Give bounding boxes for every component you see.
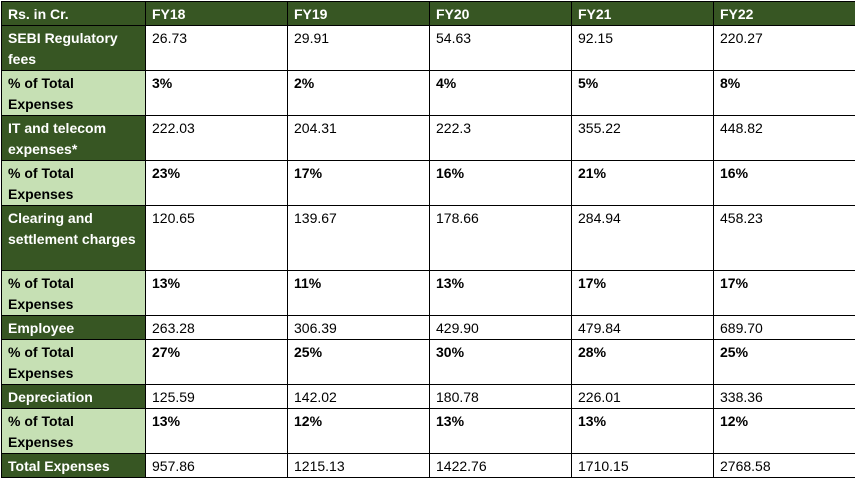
- header-fy22: FY22: [714, 2, 855, 26]
- table-cell: 25%: [714, 340, 855, 385]
- table-cell: 284.94: [572, 206, 714, 271]
- table-cell: 2768.58: [714, 454, 855, 478]
- table-cell: 92.15: [572, 26, 714, 71]
- table-cell: 25%: [288, 340, 430, 385]
- table-cell: 222.03: [146, 116, 288, 161]
- table-cell: 178.66: [430, 206, 572, 271]
- table-cell: 125.59: [146, 385, 288, 409]
- table-cell: 8%: [714, 71, 855, 116]
- table-row: Depreciation 125.59 142.02 180.78 226.01…: [2, 385, 855, 409]
- table-cell: 142.02: [288, 385, 430, 409]
- table-cell: 180.78: [430, 385, 572, 409]
- table-cell: 13%: [572, 409, 714, 454]
- table-cell: 1422.76: [430, 454, 572, 478]
- table-cell: 16%: [714, 161, 855, 206]
- row-label: Total Expenses: [2, 454, 146, 478]
- table-cell: 12%: [288, 409, 430, 454]
- table-cell: 27%: [146, 340, 288, 385]
- table-row: % of Total Expenses 27% 25% 30% 28% 25%: [2, 340, 855, 385]
- table-cell: 479.84: [572, 316, 714, 340]
- table-cell: 30%: [430, 340, 572, 385]
- row-label: % of Total Expenses: [2, 71, 146, 116]
- table-cell: 139.67: [288, 206, 430, 271]
- header-unit: Rs. in Cr.: [2, 2, 146, 26]
- table-cell: 355.22: [572, 116, 714, 161]
- row-label: % of Total Expenses: [2, 409, 146, 454]
- table-cell: 689.70: [714, 316, 855, 340]
- table-row: % of Total Expenses 13% 12% 13% 13% 12%: [2, 409, 855, 454]
- row-label: % of Total Expenses: [2, 340, 146, 385]
- table-cell: 448.82: [714, 116, 855, 161]
- row-label: SEBI Regulatory fees: [2, 26, 146, 71]
- header-fy21: FY21: [572, 2, 714, 26]
- table-cell: 226.01: [572, 385, 714, 409]
- table-row: % of Total Expenses 23% 17% 16% 21% 16%: [2, 161, 855, 206]
- table-cell: 17%: [572, 271, 714, 316]
- table-cell: 120.65: [146, 206, 288, 271]
- table-cell: 263.28: [146, 316, 288, 340]
- table-row: % of Total Expenses 3% 2% 4% 5% 8%: [2, 71, 855, 116]
- table-cell: 5%: [572, 71, 714, 116]
- table-cell: 23%: [146, 161, 288, 206]
- table-cell: 306.39: [288, 316, 430, 340]
- table-cell: 338.36: [714, 385, 855, 409]
- header-fy20: FY20: [430, 2, 572, 26]
- table-cell: 1215.13: [288, 454, 430, 478]
- table-cell: 458.23: [714, 206, 855, 271]
- table-cell: 11%: [288, 271, 430, 316]
- row-label: Clearing and settlement charges: [2, 206, 146, 271]
- table-cell: 26.73: [146, 26, 288, 71]
- header-fy19: FY19: [288, 2, 430, 26]
- table-cell: 204.31: [288, 116, 430, 161]
- table-row: Total Expenses 957.86 1215.13 1422.76 17…: [2, 454, 855, 478]
- table-cell: 54.63: [430, 26, 572, 71]
- table-cell: 2%: [288, 71, 430, 116]
- header-row: Rs. in Cr. FY18 FY19 FY20 FY21 FY22: [2, 2, 855, 26]
- row-label: % of Total Expenses: [2, 161, 146, 206]
- table-cell: 1710.15: [572, 454, 714, 478]
- table-cell: 957.86: [146, 454, 288, 478]
- row-label: % of Total Expenses: [2, 271, 146, 316]
- table-cell: 13%: [430, 271, 572, 316]
- row-label: IT and telecom expenses*: [2, 116, 146, 161]
- table-cell: 3%: [146, 71, 288, 116]
- table-cell: 220.27: [714, 26, 855, 71]
- table-cell: 4%: [430, 71, 572, 116]
- table-cell: 13%: [146, 271, 288, 316]
- table-cell: 429.90: [430, 316, 572, 340]
- table-cell: 17%: [288, 161, 430, 206]
- table-cell: 17%: [714, 271, 855, 316]
- table-row: SEBI Regulatory fees 26.73 29.91 54.63 9…: [2, 26, 855, 71]
- table-cell: 28%: [572, 340, 714, 385]
- header-fy18: FY18: [146, 2, 288, 26]
- row-label: Depreciation: [2, 385, 146, 409]
- table-cell: 16%: [430, 161, 572, 206]
- table-cell: 21%: [572, 161, 714, 206]
- table-cell: 12%: [714, 409, 855, 454]
- table-cell: 222.3: [430, 116, 572, 161]
- table-row: Employee 263.28 306.39 429.90 479.84 689…: [2, 316, 855, 340]
- table-cell: 13%: [146, 409, 288, 454]
- table-row: IT and telecom expenses* 222.03 204.31 2…: [2, 116, 855, 161]
- row-label: Employee: [2, 316, 146, 340]
- table-row: Clearing and settlement charges 120.65 1…: [2, 206, 855, 271]
- table-cell: 13%: [430, 409, 572, 454]
- table-row: % of Total Expenses 13% 11% 13% 17% 17%: [2, 271, 855, 316]
- table-cell: 29.91: [288, 26, 430, 71]
